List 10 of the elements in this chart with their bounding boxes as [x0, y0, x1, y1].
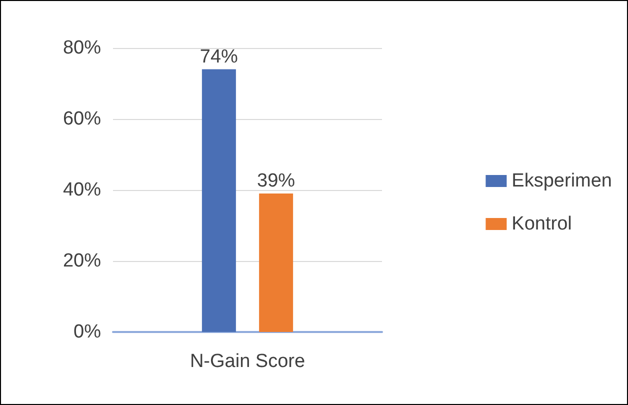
legend-label: Eksperimen — [512, 170, 612, 192]
y-tick-label: 80% — [62, 38, 102, 58]
x-tick-label: N-Gain Score — [190, 351, 306, 372]
data-label: 39% — [257, 170, 296, 192]
legend-label: Kontrol — [512, 214, 572, 234]
data-label: 74% — [200, 46, 238, 68]
y-tick-label: 60% — [62, 108, 102, 130]
y-tick-label: 0% — [74, 322, 102, 342]
y-tick-label: 40% — [62, 180, 102, 200]
y-tick-label: 20% — [62, 250, 102, 272]
